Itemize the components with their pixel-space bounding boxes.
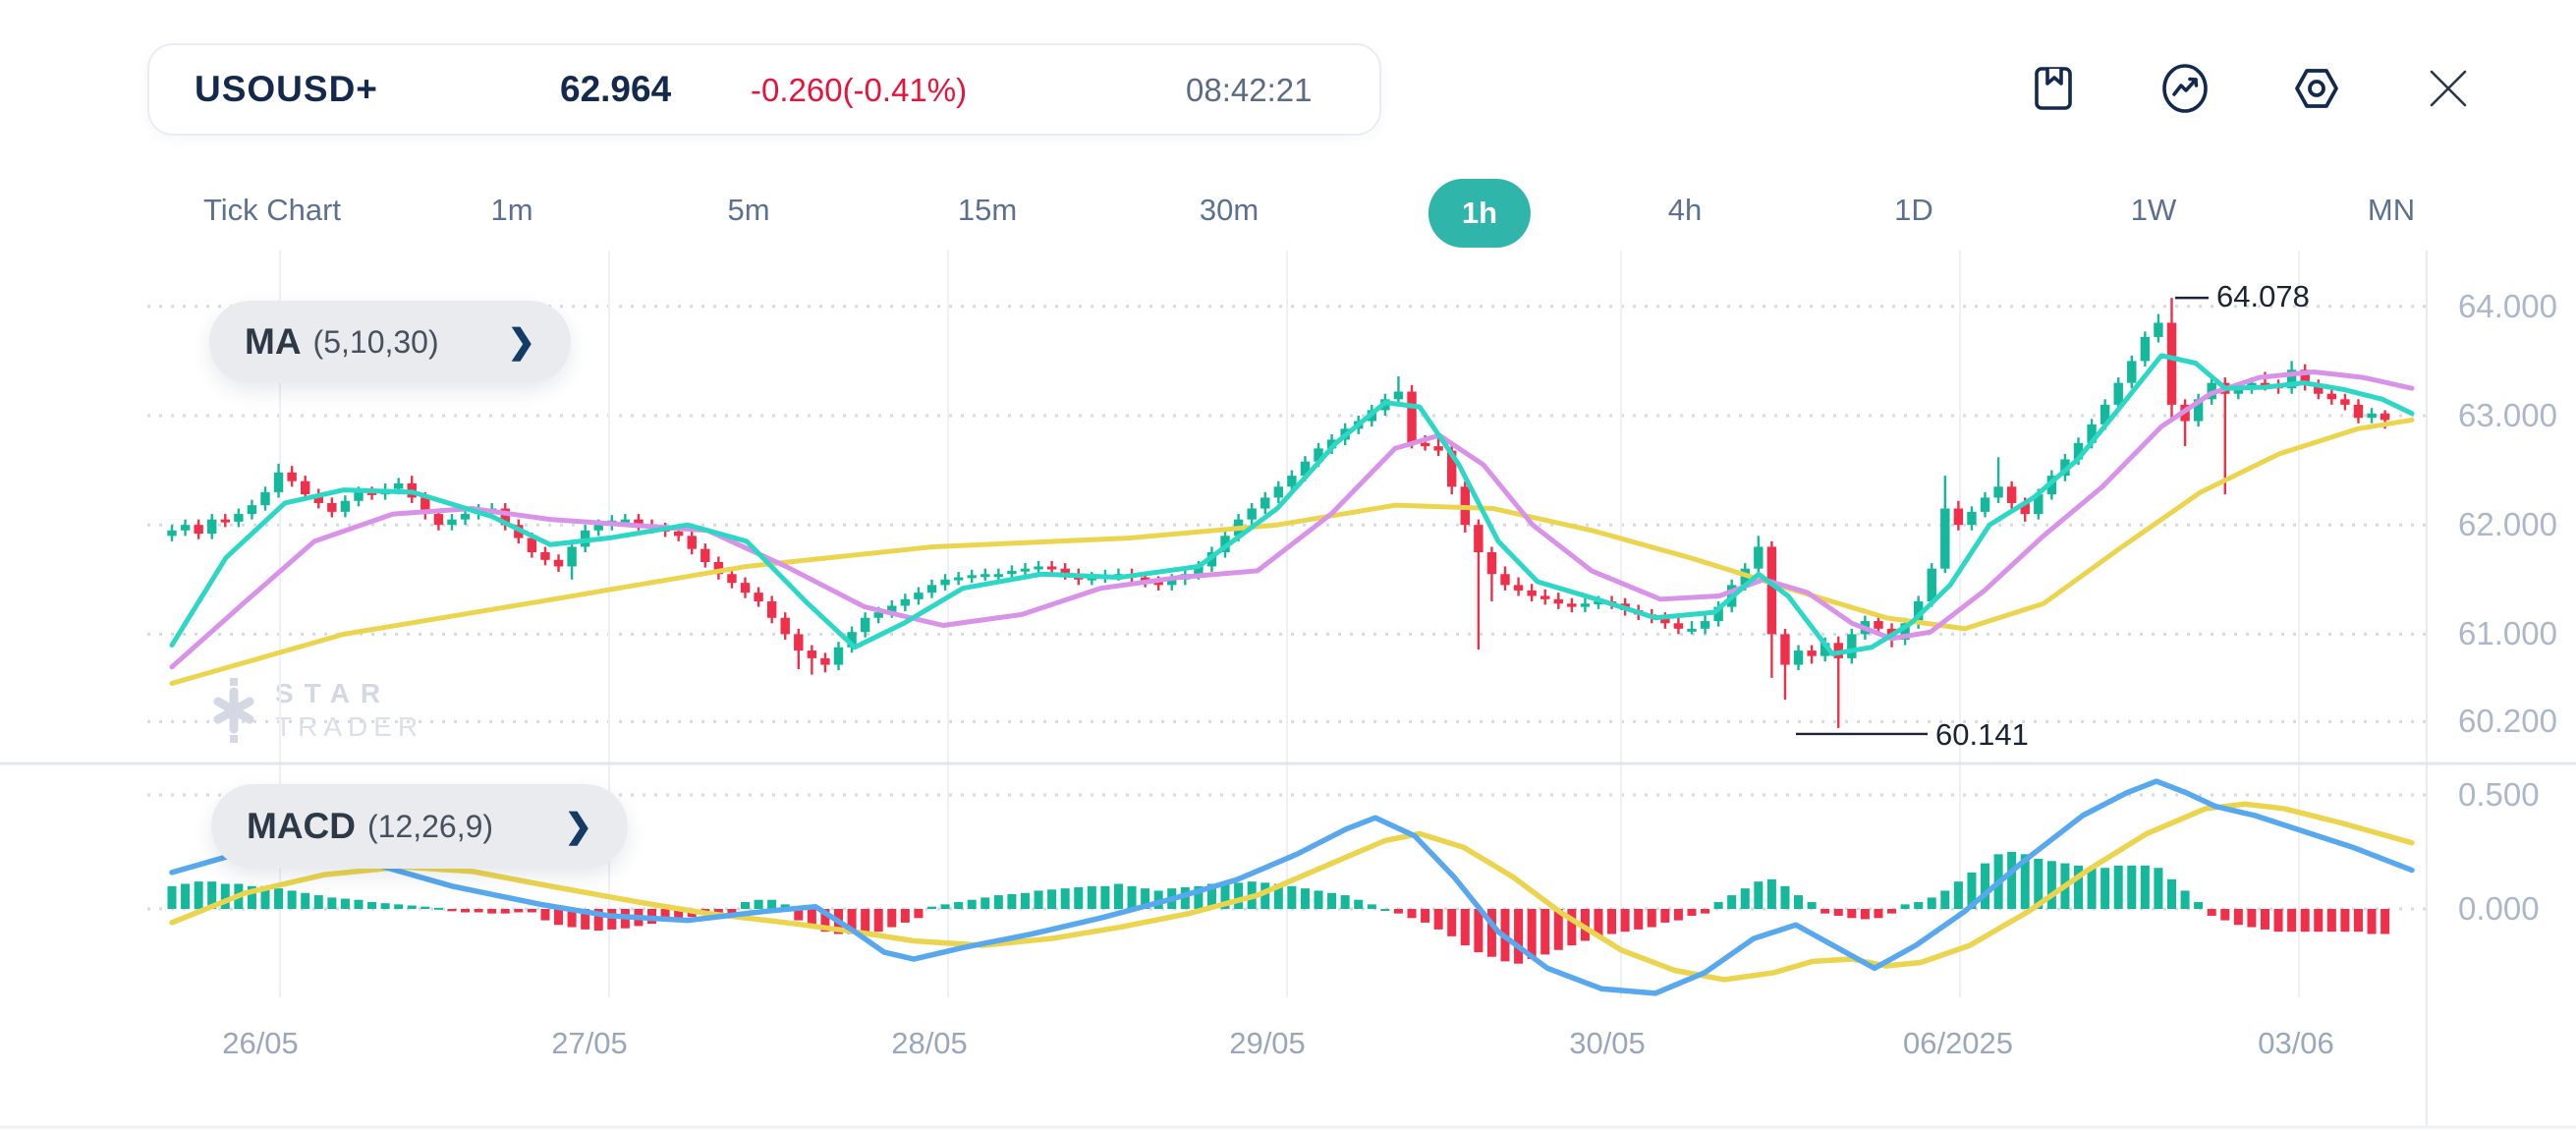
date-tick-label: 26/05	[222, 1026, 299, 1060]
tab-1h[interactable]: 1h	[1428, 179, 1532, 248]
macd-indicator-button[interactable]: MACD (12,26,9) ❯	[211, 784, 628, 869]
tab-1m[interactable]: 1m	[490, 193, 533, 227]
high-price-annotation: 64.078	[2216, 279, 2310, 314]
symbol-name: USOUSD+	[195, 69, 378, 109]
star-trader-watermark: STAR TRADER	[208, 678, 423, 743]
tab-15m[interactable]: 15m	[957, 193, 1018, 227]
price-change: -0.260(-0.41%)	[751, 72, 968, 108]
watermark-star: STAR	[275, 678, 392, 708]
chevron-right-icon: ❯	[507, 323, 536, 361]
low-price-annotation: 60.141	[1935, 716, 2029, 752]
bookmark-icon[interactable]	[2026, 61, 2081, 116]
date-tick-label: 30/05	[1569, 1026, 1646, 1060]
macd-indicator-params: (12,26,9)	[366, 808, 494, 844]
moving-average-lines	[169, 353, 2415, 686]
macd-indicator-name: MACD	[247, 806, 356, 846]
timeframe-tabs: Tick Chart 1m 5m 15m 30m 1h 4h 1D 1W MN	[0, 179, 2576, 250]
ma-indicator-name: MA	[245, 321, 302, 362]
date-tick-label: 06/2025	[1902, 1026, 2014, 1060]
price-tick-label: 62.000	[2458, 506, 2557, 543]
date-tick-label: 28/05	[891, 1026, 968, 1060]
quote-time: 08:42:21	[1186, 72, 1313, 108]
star-trader-logo	[213, 678, 254, 743]
price-tick-label: 61.000	[2458, 615, 2557, 652]
price-tick-label: 60.200	[2458, 703, 2557, 740]
settings-icon[interactable]	[2289, 61, 2344, 116]
current-price: 62.964	[560, 69, 672, 109]
ma-indicator-params: (5,10,30)	[312, 323, 439, 360]
macd-tick-label: 0.000	[2458, 890, 2540, 927]
trend-chart-icon[interactable]	[2157, 61, 2212, 116]
tab-5m[interactable]: 5m	[727, 193, 770, 227]
chevron-right-icon: ❯	[564, 808, 593, 845]
close-icon[interactable]	[2421, 61, 2476, 116]
macd-panel	[167, 778, 2415, 996]
macd-tick-label: 0.500	[2458, 776, 2540, 813]
watermark-trader: TRADER	[275, 711, 424, 742]
annotation-pointer-lines	[1796, 296, 2209, 736]
date-tick-label: 29/05	[1229, 1026, 1306, 1060]
tab-mn[interactable]: MN	[2367, 193, 2416, 227]
tab-tick-chart[interactable]: Tick Chart	[202, 193, 342, 227]
price-tick-label: 63.000	[2458, 397, 2557, 433]
tab-1d[interactable]: 1D	[1894, 193, 1933, 227]
price-tick-label: 64.000	[2458, 287, 2557, 324]
quote-header: USOUSD+ 62.964 -0.260(-0.41%) 08:42:21	[147, 43, 1381, 136]
date-tick-label: 03/06	[2258, 1026, 2334, 1060]
date-tick-label: 27/05	[551, 1026, 628, 1060]
ma-indicator-button[interactable]: MA (5,10,30) ❯	[209, 301, 571, 383]
tab-4h[interactable]: 4h	[1667, 193, 1703, 227]
tab-1w[interactable]: 1W	[2130, 193, 2177, 227]
tab-30m[interactable]: 30m	[1199, 193, 1260, 227]
